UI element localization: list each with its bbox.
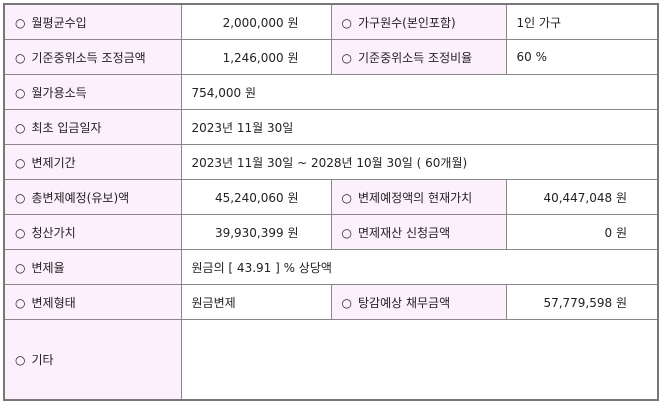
value-median-income-ratio: 60 % (505, 39, 659, 75)
label-text: 변제율 (31, 260, 65, 275)
value-median-income-amount: 1,246,000 원 (180, 39, 332, 75)
value-repayment-period: 2023년 11월 30일 ~ 2028년 10월 30일 ( 60개월) (180, 144, 659, 180)
label-text: 면제재산 신청금액 (357, 225, 451, 240)
label-monthly-income: ○ 월평균수입 (3, 3, 182, 40)
label-text: 총변제예정(유보)액 (31, 190, 130, 205)
label-median-income-amount: ○ 기준중위소득 조정금액 (3, 39, 182, 75)
circle-bullet-icon: ○ (15, 260, 26, 275)
table-row: ○ 변제기간 2023년 11월 30일 ~ 2028년 10월 30일 ( 60… (3, 144, 659, 180)
circle-bullet-icon: ○ (341, 295, 352, 310)
label-text: 변제예정액의 현재가치 (357, 190, 473, 205)
label-text: 기타 (31, 353, 54, 367)
label-text: 변제기간 (31, 155, 76, 170)
label-exempt-property: ○ 면제재산 신청금액 (330, 214, 507, 250)
value-present-value: 40,447,048 원 (505, 179, 659, 215)
circle-bullet-icon: ○ (341, 50, 352, 65)
table-row: ○ 기타 (3, 319, 659, 401)
value-total-repayment: 45,240,060 원 (180, 179, 332, 215)
label-disposable-income: ○ 월가용소득 (3, 74, 182, 110)
value-liquidation-value: 39,930,399 원 (180, 214, 332, 250)
table-row: ○ 최초 입금일자 2023년 11월 30일 (3, 109, 659, 145)
label-text: 월평균수입 (31, 15, 87, 30)
label-household-size: ○ 가구원수(본인포함) (330, 3, 507, 40)
table-row: ○ 변제율 원금의 [ 43.91 ] % 상당액 (3, 249, 659, 285)
label-first-payment-date: ○ 최초 입금일자 (3, 109, 182, 145)
value-household-size: 1인 가구 (505, 3, 659, 40)
circle-bullet-icon: ○ (15, 295, 26, 310)
label-repayment-type: ○ 변제형태 (3, 284, 182, 320)
label-text: 기준중위소득 조정금액 (31, 50, 146, 65)
circle-bullet-icon: ○ (15, 120, 26, 135)
circle-bullet-icon: ○ (15, 85, 26, 100)
label-median-income-ratio: ○ 기준중위소득 조정비율 (330, 39, 507, 75)
label-text: 가구원수(본인포함) (357, 15, 456, 30)
label-text: 기준중위소득 조정비율 (357, 50, 473, 65)
table-row: ○ 청산가치 39,930,399 원 ○ 면제재산 신청금액 0 원 (3, 214, 659, 250)
label-other: ○ 기타 (3, 319, 182, 401)
label-total-repayment: ○ 총변제예정(유보)액 (3, 179, 182, 215)
value-disposable-income: 754,000 원 (180, 74, 659, 110)
repayment-summary-table: ○ 월평균수입 2,000,000 원 ○ 가구원수(본인포함) 1인 가구 ○ 기준… (3, 3, 659, 401)
circle-bullet-icon: ○ (15, 15, 26, 30)
label-liquidation-value: ○ 청산가치 (3, 214, 182, 250)
circle-bullet-icon: ○ (15, 50, 26, 65)
label-text: 청산가치 (31, 225, 76, 240)
circle-bullet-icon: ○ (15, 155, 26, 170)
label-text: 탕감예상 채무금액 (357, 295, 451, 310)
table-row: ○ 기준중위소득 조정금액 1,246,000 원 ○ 기준중위소득 조정비율 60… (3, 39, 659, 75)
label-text: 월가용소득 (31, 85, 87, 100)
circle-bullet-icon: ○ (15, 225, 26, 240)
label-repayment-rate: ○ 변제율 (3, 249, 182, 285)
value-repayment-type: 원금변제 (180, 284, 332, 320)
value-repayment-rate: 원금의 [ 43.91 ] % 상당액 (180, 249, 659, 285)
circle-bullet-icon: ○ (341, 190, 352, 205)
label-repayment-period: ○ 변제기간 (3, 144, 182, 180)
table-row: ○ 월가용소득 754,000 원 (3, 74, 659, 110)
label-text: 변제형태 (31, 295, 76, 310)
circle-bullet-icon: ○ (15, 190, 26, 205)
label-expected-debt-forgiveness: ○ 탕감예상 채무금액 (330, 284, 507, 320)
table-row: ○ 변제형태 원금변제 ○ 탕감예상 채무금액 57,779,598 원 (3, 284, 659, 320)
label-text: 최초 입금일자 (31, 120, 102, 135)
circle-bullet-icon: ○ (15, 353, 26, 367)
value-exempt-property: 0 원 (505, 214, 659, 250)
label-present-value: ○ 변제예정액의 현재가치 (330, 179, 507, 215)
value-first-payment-date: 2023년 11월 30일 (180, 109, 659, 145)
value-expected-debt-forgiveness: 57,779,598 원 (505, 284, 659, 320)
value-other (180, 319, 659, 401)
table-row: ○ 월평균수입 2,000,000 원 ○ 가구원수(본인포함) 1인 가구 (3, 3, 659, 40)
value-monthly-income: 2,000,000 원 (180, 3, 332, 40)
table-row: ○ 총변제예정(유보)액 45,240,060 원 ○ 변제예정액의 현재가치 40… (3, 179, 659, 215)
circle-bullet-icon: ○ (341, 225, 352, 240)
circle-bullet-icon: ○ (341, 15, 352, 30)
